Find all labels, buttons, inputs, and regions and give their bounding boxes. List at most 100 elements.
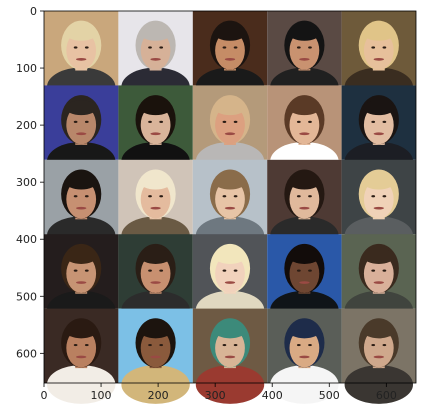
tile-left-eye (73, 195, 78, 198)
tile-face (289, 105, 320, 145)
face-tile (44, 308, 119, 404)
y-tick-label: 500 (16, 290, 37, 303)
tile-right-eye (308, 46, 312, 49)
y-axis: 0 100 200 300 400 500 600 (16, 5, 44, 360)
x-tick-label: 100 (91, 389, 112, 402)
tile-hair-fringe (363, 100, 395, 116)
tile-shoulders (195, 365, 265, 404)
y-tick-label: 300 (16, 176, 37, 189)
tile-right-eye (382, 46, 387, 49)
face-tile (118, 308, 193, 404)
tile-hair-fringe (214, 249, 246, 264)
tile-face (363, 31, 394, 70)
tile-right-eye (308, 120, 312, 123)
tile-left-eye (371, 46, 376, 49)
face-tile (118, 234, 193, 330)
tile-right-eye (84, 343, 89, 347)
tile-right-eye (233, 120, 238, 123)
x-tick-label: 0 (41, 389, 48, 402)
tile-face (140, 105, 171, 145)
y-tick-label: 400 (16, 233, 37, 246)
tile-face (66, 105, 97, 145)
y-tick-label: 0 (30, 5, 37, 18)
tile-left-eye (371, 195, 376, 198)
tile-left-eye (148, 120, 152, 123)
tile-hair-fringe (139, 323, 172, 339)
tile-left-eye (296, 120, 301, 123)
tile-mouth (150, 355, 161, 359)
tile-left-eye (222, 195, 227, 198)
tile-mouth (150, 281, 161, 284)
tile-face (140, 328, 171, 368)
tile-hair-fringe (65, 249, 97, 264)
tile-face (66, 328, 97, 368)
tile-right-eye (159, 195, 164, 198)
tile-face (66, 31, 97, 70)
face-tile (192, 234, 268, 330)
tile-shoulders (46, 365, 116, 404)
tile-hair-fringe (139, 100, 172, 116)
face-tile (341, 308, 416, 404)
tile-hair-fringe (139, 25, 172, 41)
tile-face (215, 254, 245, 293)
tile-mouth (373, 355, 385, 359)
tile-hair-fringe (363, 174, 395, 190)
tile-hair-fringe (288, 249, 321, 264)
tile-left-eye (73, 46, 78, 49)
tile-hair-fringe (214, 323, 246, 339)
tile-hair-fringe (288, 100, 321, 116)
tile-mouth (299, 206, 310, 210)
tile-face (289, 328, 320, 368)
tile-hair-fringe (65, 174, 97, 190)
tile-left-eye (73, 269, 78, 272)
tile-face (363, 179, 394, 219)
tile-left-eye (73, 120, 78, 123)
x-tick-label: 600 (376, 389, 397, 402)
tile-mouth (224, 206, 236, 210)
tile-right-eye (233, 269, 238, 272)
face-tile (341, 234, 416, 330)
tile-left-eye (222, 269, 227, 272)
tile-mouth (224, 132, 236, 136)
tile-hair-fringe (139, 174, 172, 190)
tile-mouth (75, 206, 87, 210)
x-tick-label: 400 (262, 389, 283, 402)
tile-mouth (75, 281, 87, 284)
x-tick-label: 500 (319, 389, 340, 402)
tile-right-eye (159, 46, 164, 49)
tile-right-eye (233, 46, 238, 49)
tile-right-eye (159, 269, 164, 272)
tile-left-eye (296, 269, 301, 272)
tile-right-eye (233, 195, 238, 198)
tile-hair-fringe (65, 323, 97, 339)
tile-hair-fringe (65, 25, 97, 41)
tile-face (363, 328, 394, 368)
tile-left-eye (148, 46, 152, 49)
tile-shoulders (270, 365, 339, 404)
tile-right-eye (84, 195, 89, 198)
tile-hair-fringe (139, 249, 172, 264)
tile-right-eye (382, 269, 387, 272)
tile-mouth (75, 132, 87, 136)
tile-mouth (373, 206, 385, 210)
tile-mouth (150, 58, 161, 61)
tile-face (140, 179, 171, 219)
tile-hair-fringe (214, 174, 246, 190)
tile-left-eye (296, 195, 301, 198)
tile-mouth (75, 355, 87, 359)
face-tile (192, 308, 268, 404)
tile-mouth (150, 132, 161, 136)
tile-right-eye (308, 195, 312, 198)
tile-hair-fringe (363, 323, 395, 339)
tile-right-eye (233, 343, 238, 347)
x-tick-label: 200 (148, 389, 169, 402)
y-tick-label: 600 (16, 347, 37, 360)
tile-face (289, 31, 320, 70)
tile-left-eye (148, 343, 152, 347)
y-tick-label: 100 (16, 62, 37, 75)
tile-right-eye (84, 120, 89, 123)
tile-mouth (224, 58, 236, 61)
tile-left-eye (73, 343, 78, 347)
tile-mouth (299, 58, 310, 61)
tile-hair-fringe (363, 25, 395, 41)
